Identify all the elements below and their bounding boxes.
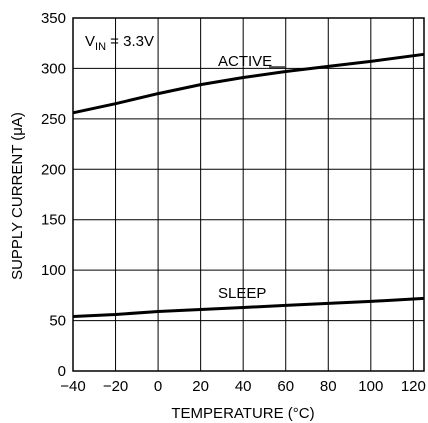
- series-line-sleep: [72, 296, 425, 318]
- plot-frame: [72, 17, 425, 372]
- y-tick-label: 300: [41, 60, 66, 77]
- x-tick-label: 60: [277, 378, 294, 395]
- tick-labels: −40 −20 0 20 40 60 80 100 120 0 50 100 150 200 250 300 3…: [41, 10, 426, 395]
- series-line-active: [72, 52, 425, 115]
- x-tick-label: −40: [60, 378, 85, 395]
- series-label-sleep: SLEEP: [218, 285, 266, 302]
- x-tick-label: 80: [320, 378, 337, 395]
- x-tick-label: 100: [358, 378, 383, 395]
- x-tick-label: 40: [235, 378, 252, 395]
- grid: [72, 17, 424, 372]
- y-tick-label: 200: [41, 161, 66, 178]
- x-tick-label: 0: [154, 378, 162, 395]
- x-tick-label: −20: [103, 378, 128, 395]
- y-tick-label: 250: [41, 111, 66, 128]
- y-tick-label: 350: [41, 10, 66, 27]
- x-axis-label: TEMPERATURE (°C): [171, 405, 314, 422]
- vin-annotation: VIN = 3.3V: [85, 33, 154, 53]
- y-axis-label: SUPPLY CURRENT (μA): [9, 112, 26, 280]
- series-label-active: ACTIVE: [218, 53, 272, 70]
- x-tick-label: 120: [401, 378, 426, 395]
- series-lines: [72, 52, 425, 318]
- y-tick-label: 100: [41, 262, 66, 279]
- y-tick-label: 150: [41, 212, 66, 229]
- y-tick-label: 50: [49, 313, 66, 330]
- x-tick-label: 20: [192, 378, 209, 395]
- y-tick-label: 0: [58, 363, 66, 380]
